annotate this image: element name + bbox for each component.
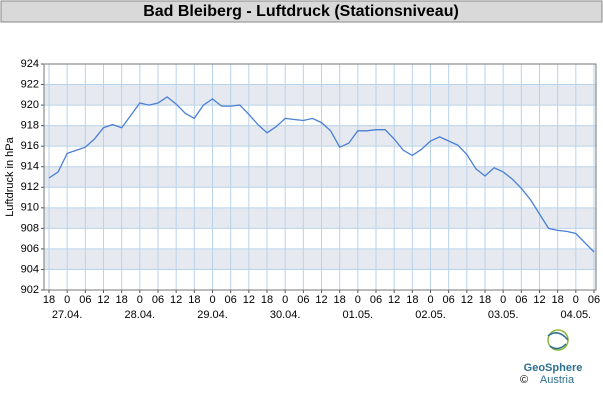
- x-date-label: 03.05.: [488, 309, 519, 321]
- x-tick-label: 0: [573, 294, 579, 306]
- x-tick-label: 18: [552, 294, 564, 306]
- x-date-label: 01.05.: [343, 309, 374, 321]
- x-tick-label: 0: [209, 294, 215, 306]
- x-date-label: 28.04.: [125, 309, 156, 321]
- x-tick-label: 18: [116, 294, 128, 306]
- y-axis-label: Luftdruck in hPa: [4, 136, 16, 216]
- x-tick-label: 06: [370, 294, 382, 306]
- x-tick-label: 18: [188, 294, 200, 306]
- x-tick-label: 12: [97, 294, 109, 306]
- y-tick-label: 916: [21, 140, 39, 152]
- logo-sub: Austria: [540, 374, 575, 386]
- y-tick-label: 924: [21, 58, 39, 70]
- logo-name: GeoSphere: [524, 362, 583, 374]
- x-tick-label: 0: [500, 294, 506, 306]
- y-tick-label: 922: [21, 78, 39, 90]
- plot-frame: [43, 63, 597, 291]
- y-tick-label: 904: [21, 263, 39, 275]
- x-tick-label: 18: [406, 294, 418, 306]
- x-tick-label: 12: [533, 294, 545, 306]
- data-line: [48, 96, 595, 253]
- x-tick-label: 06: [152, 294, 164, 306]
- x-tick-label: 06: [443, 294, 455, 306]
- x-tick-label: 12: [461, 294, 473, 306]
- x-tick-label: 06: [79, 294, 91, 306]
- y-tick-label: 912: [21, 181, 39, 193]
- x-tick-label: 06: [225, 294, 237, 306]
- x-tick-label: 18: [261, 294, 273, 306]
- x-tick-label: 0: [427, 294, 433, 306]
- y-tick-label: 914: [21, 161, 39, 173]
- x-tick-label: 18: [43, 294, 55, 306]
- x-tick-label: 12: [170, 294, 182, 306]
- grid-band: [44, 84, 596, 106]
- x-date-label: 02.05.: [415, 309, 446, 321]
- x-tick-label: 06: [588, 294, 600, 306]
- x-tick-label: 12: [388, 294, 400, 306]
- x-tick-label: 0: [282, 294, 288, 306]
- x-tick-label: 0: [355, 294, 361, 306]
- x-tick-label: 06: [515, 294, 527, 306]
- x-tick-label: 0: [64, 294, 70, 306]
- x-date-label: 29.04.: [197, 309, 228, 321]
- grid-band: [44, 248, 596, 270]
- y-tick-label: 908: [21, 222, 39, 234]
- x-date-label: 27.04.: [52, 309, 83, 321]
- y-tick-label: 906: [21, 243, 39, 255]
- logo-icon: [547, 329, 569, 351]
- y-tick-label: 918: [21, 120, 39, 132]
- x-tick-label: 12: [315, 294, 327, 306]
- x-tick-label: 18: [479, 294, 491, 306]
- grid-band: [44, 125, 596, 147]
- x-date-label: 30.04.: [270, 309, 301, 321]
- grid-band: [44, 207, 596, 229]
- grid-band: [44, 166, 596, 188]
- y-tick-label: 910: [21, 202, 39, 214]
- x-tick-label: 12: [243, 294, 255, 306]
- x-tick-label: 06: [297, 294, 309, 306]
- x-tick-label: 0: [137, 294, 143, 306]
- y-tick-label: 920: [21, 99, 39, 111]
- chart-title: Bad Bleiberg - Luftdruck (Stationsniveau…: [143, 3, 459, 20]
- x-tick-label: 18: [334, 294, 346, 306]
- y-tick-label: 902: [21, 284, 39, 296]
- title-bar: [0, 0, 603, 23]
- x-date-label: 04.05.: [561, 309, 592, 321]
- copyright: ©: [520, 374, 528, 386]
